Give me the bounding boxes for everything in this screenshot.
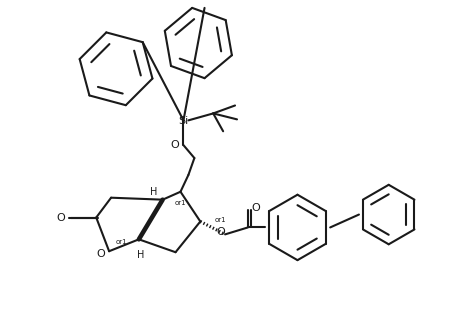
Text: H: H (137, 250, 145, 260)
Text: or1: or1 (214, 216, 226, 223)
Text: O: O (97, 249, 106, 259)
Text: O: O (217, 227, 226, 237)
Text: H: H (150, 187, 158, 197)
Text: O: O (251, 202, 260, 213)
Text: O: O (170, 140, 179, 150)
Text: O: O (56, 213, 65, 223)
Text: or1: or1 (115, 239, 127, 245)
Text: or1: or1 (175, 200, 186, 206)
Text: Si: Si (178, 116, 188, 126)
